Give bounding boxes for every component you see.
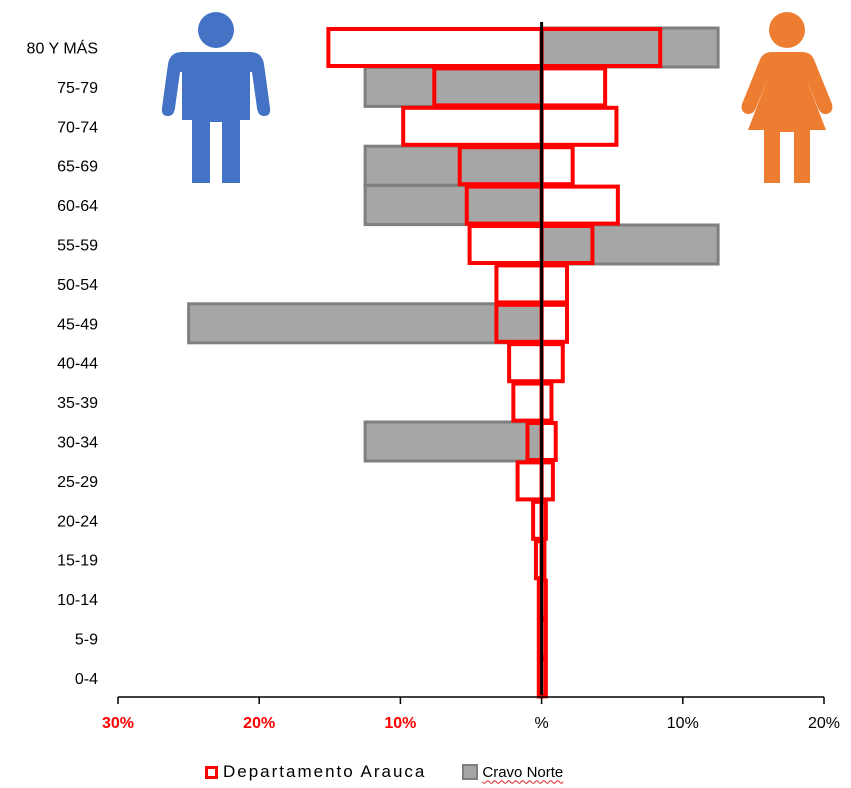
y-axis-labels: 80 Y MÁS 75-79 70-74 65-69 60-64 55-59 50-54 45…: [27, 39, 99, 688]
legend-swatch-gray: [462, 764, 479, 780]
x-axis-ticks: 30% 20% 10%% 10% 20%: [102, 697, 840, 732]
cravo-norte-female-bar: [540, 26, 720, 69]
x-tick-label: 10%: [384, 715, 416, 732]
x-tick-label: 20%: [808, 715, 840, 732]
cravo-norte-male-bar: [187, 302, 544, 345]
cravo-norte-bars: [187, 26, 720, 463]
legend-item-departamento-arauca: Departamento Arauca: [205, 762, 426, 782]
y-tick-label: 80 Y MÁS: [27, 39, 98, 58]
legend-item-cravo-norte: Cravo Norte: [462, 764, 563, 781]
y-tick-label: 70-74: [57, 119, 98, 136]
y-tick-label: 30-34: [57, 435, 98, 452]
y-tick-label: 60-64: [57, 198, 98, 215]
cravo-norte-male-bar: [363, 144, 544, 187]
departamento-arauca-male-bar: [401, 105, 544, 147]
legend-label-departamento-arauca: Departamento Arauca: [223, 762, 427, 781]
y-tick-label: 5-9: [75, 632, 98, 649]
departamento-arauca-female-bar: [539, 145, 575, 187]
y-tick-label: 20-24: [57, 513, 98, 530]
departamento-arauca-female-bar: [539, 105, 619, 147]
cravo-norte-female-bar: [540, 223, 720, 266]
y-tick-label: 10-14: [57, 592, 98, 609]
departamento-arauca-male-bar: [511, 381, 544, 423]
y-tick-label: 75-79: [57, 80, 98, 97]
male-icon: [161, 12, 271, 183]
legend-label-cravo-norte: Cravo Norte: [482, 763, 564, 781]
x-tick-label: %: [534, 715, 548, 732]
legend-swatch-red: [205, 765, 218, 779]
departamento-arauca-female-bar: [539, 184, 620, 226]
y-tick-label: 50-54: [57, 277, 98, 294]
y-tick-label: 55-59: [57, 238, 98, 255]
x-tick-label: 30%: [102, 715, 134, 732]
departamento-arauca-female-bar: [539, 263, 570, 305]
y-tick-label: 15-19: [57, 553, 98, 570]
female-icon: [741, 12, 833, 183]
y-tick-label: 40-44: [57, 356, 98, 373]
legend: Departamento Arauca Cravo Norte: [205, 762, 599, 782]
departamento-arauca-female-bar: [539, 421, 558, 462]
x-tick-label: 20%: [243, 715, 275, 732]
departamento-arauca-bars: [326, 27, 663, 699]
x-tick-label: 10%: [667, 715, 699, 732]
cravo-norte-male-bar: [363, 65, 544, 108]
y-tick-label: 45-49: [57, 316, 98, 333]
cravo-norte-male-bar: [363, 184, 544, 227]
cravo-norte-male-bar: [363, 420, 544, 463]
departamento-arauca-male-bar: [507, 342, 544, 384]
departamento-arauca-female-bar: [539, 342, 565, 384]
departamento-arauca-male-bar: [326, 27, 544, 68]
departamento-arauca-female-bar: [539, 460, 555, 502]
departamento-arauca-male-bar: [467, 224, 544, 265]
departamento-arauca-male-bar: [494, 263, 544, 305]
y-tick-label: 25-29: [57, 474, 98, 491]
departamento-arauca-female-bar: [539, 302, 570, 344]
y-tick-label: 35-39: [57, 395, 98, 412]
y-tick-label: 0-4: [75, 671, 98, 688]
departamento-arauca-male-bar: [515, 460, 544, 502]
departamento-arauca-female-bar: [539, 66, 608, 108]
y-tick-label: 65-69: [57, 159, 98, 176]
